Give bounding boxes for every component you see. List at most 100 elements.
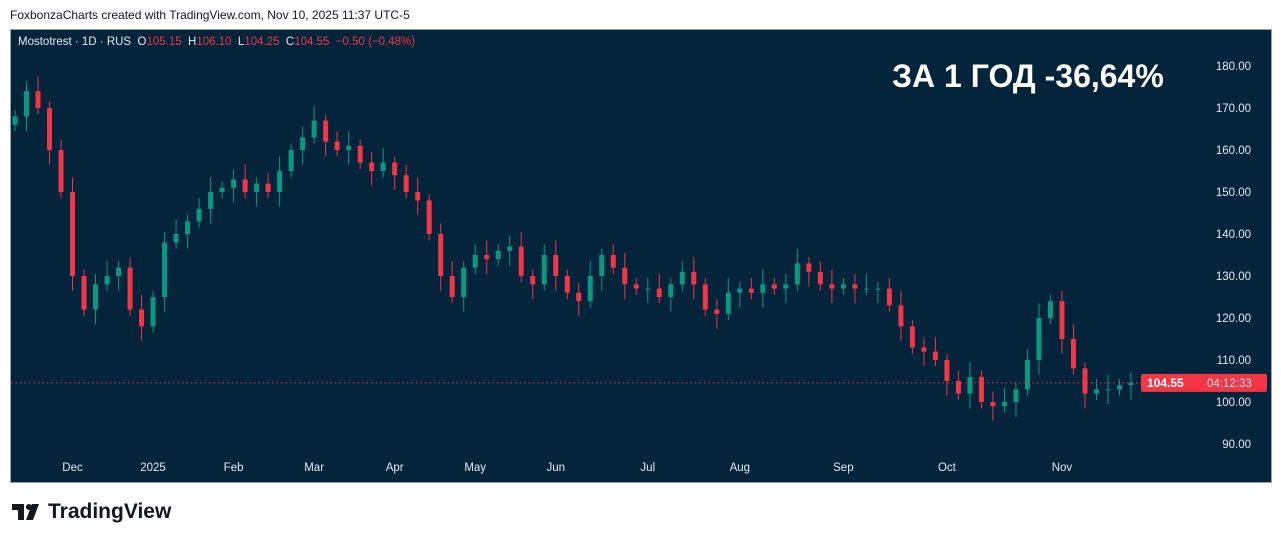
candle-up [150, 297, 156, 327]
candle-up [679, 271, 685, 285]
candle-up [668, 284, 674, 297]
candle-down [530, 276, 536, 285]
candle-down [564, 276, 570, 293]
candle-down [714, 309, 720, 314]
headline-annotation: ЗА 1 ГОД -36,64% [892, 58, 1164, 94]
candle-down [978, 376, 984, 402]
candle-up [1128, 382, 1134, 386]
candle-up [507, 246, 513, 251]
candle-up [1013, 389, 1019, 402]
candle-up [1047, 301, 1053, 318]
candle-down [58, 150, 64, 192]
candle-down [426, 200, 432, 234]
low-label: L [237, 36, 245, 48]
candle-up [863, 288, 869, 290]
candle-up [12, 116, 18, 125]
candle-up [794, 263, 800, 285]
candle-down [656, 288, 662, 297]
y-tick-label: 140.00 [1216, 229, 1251, 241]
close-value: 104.55 [294, 36, 330, 48]
candle-down [35, 91, 41, 108]
y-tick-label: 180.00 [1216, 61, 1251, 73]
x-tick-label: Sep [833, 462, 853, 474]
candle-up [277, 171, 283, 192]
y-tick-label: 100.00 [1216, 397, 1251, 409]
x-tick-label: May [464, 462, 486, 474]
candle-down [139, 309, 145, 327]
candle-up [185, 221, 191, 234]
candle-up [645, 288, 651, 290]
candle-down [265, 183, 271, 192]
x-tick-label: Jul [640, 462, 655, 474]
open-value: 105.15 [146, 36, 182, 48]
candle-up [760, 284, 766, 293]
y-tick-label: 120.00 [1216, 313, 1251, 325]
candle-up [300, 137, 306, 150]
candle-up [875, 288, 881, 290]
candle-up [1116, 385, 1122, 390]
x-tick-label: Aug [730, 462, 750, 474]
candle-up [116, 267, 122, 276]
candle-up [1093, 389, 1099, 394]
candle-up [541, 255, 547, 285]
symbol-name[interactable]: Mostotrest · 1D · RUS [18, 36, 132, 48]
y-tick-label: 160.00 [1216, 145, 1251, 157]
tradingview-logo[interactable]: TradingView [12, 500, 171, 524]
candle-up [219, 187, 225, 192]
candle-down [748, 288, 754, 293]
brand-name: TradingView [48, 500, 172, 523]
candle-up [783, 284, 789, 289]
candlestick-chart[interactable]: 90.00 100.00 110.00 120.00 130.00 140.00 150.0… [11, 30, 1271, 482]
candle-down [622, 267, 628, 285]
last-price-badge [1141, 373, 1267, 392]
candle-up [461, 267, 467, 297]
candle-down [242, 179, 248, 192]
candle-down [369, 162, 375, 171]
candle-down [449, 276, 455, 297]
candle-up [380, 162, 386, 171]
candle-up [173, 234, 179, 243]
candle-up [24, 91, 30, 117]
candle-down [403, 175, 409, 192]
candle-down [1082, 368, 1088, 394]
candle-down [921, 347, 927, 352]
candle-down [944, 360, 950, 381]
candle-down [553, 255, 559, 276]
candle-up [288, 150, 294, 171]
y-tick-label: 90.00 [1222, 439, 1251, 451]
candle-up [311, 120, 317, 138]
candle-down [806, 263, 812, 272]
candle-down [392, 162, 398, 176]
change-value: −0.50 (−0.48%) [335, 36, 416, 48]
x-tick-label: Jun [546, 462, 565, 474]
candle-down [633, 284, 639, 289]
close-label: C [285, 36, 295, 48]
candle-up [196, 208, 202, 222]
y-tick-label: 130.00 [1216, 271, 1251, 283]
chart-credit: FoxbonzaCharts created with TradingView.… [10, 8, 410, 22]
candle-down [47, 108, 53, 150]
candle-down [415, 192, 421, 201]
candle-up [104, 276, 110, 285]
candle-down [357, 145, 363, 163]
low-value: 104.25 [244, 36, 280, 48]
high-value: 106.10 [196, 36, 232, 48]
candle-up [1001, 402, 1007, 407]
candle-down [438, 234, 444, 276]
candle-up [1036, 318, 1042, 360]
candle-down [1070, 339, 1076, 369]
x-tick-label: Mar [304, 462, 324, 474]
x-tick-label: Apr [386, 462, 404, 474]
candle-down [334, 141, 340, 150]
chart-panel[interactable]: 90.00 100.00 110.00 120.00 130.00 140.00 150.0… [10, 29, 1272, 483]
x-tick-label: Oct [938, 462, 957, 474]
candle-up [599, 255, 605, 276]
y-tick-label: 170.00 [1216, 103, 1251, 115]
high-label: H [188, 36, 197, 48]
candle-down [610, 255, 616, 268]
candle-down [70, 192, 76, 276]
candle-down [484, 255, 490, 260]
candle-up [1024, 360, 1030, 390]
candle-down [771, 284, 777, 289]
candle-up [346, 145, 352, 150]
